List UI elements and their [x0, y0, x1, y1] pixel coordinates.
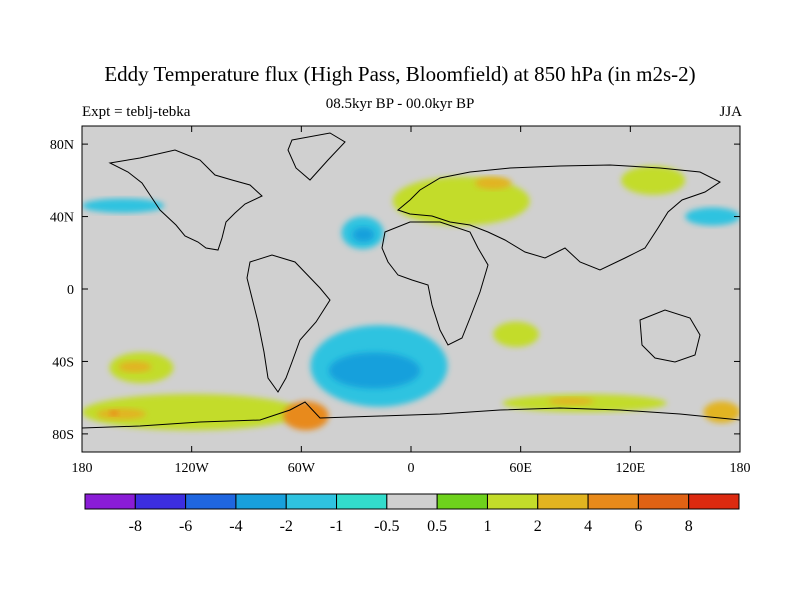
anomaly-region-14	[82, 198, 165, 213]
greenland-outline	[287, 132, 346, 181]
colorbar-box	[688, 493, 740, 510]
colorbar-label: -1	[330, 518, 343, 535]
y-tick-label: 40N	[50, 211, 74, 226]
experiment-label: Expt = teblj-tebka	[82, 104, 191, 120]
colorbar-box	[386, 493, 438, 510]
anomaly-region-11	[474, 176, 512, 190]
x-tick-label: 180	[730, 461, 751, 476]
anomaly-region-2	[82, 394, 302, 431]
south-america-outline	[246, 254, 331, 393]
colorbar-label: -0.5	[374, 518, 399, 535]
antarctica-outline	[82, 401, 740, 429]
x-tick-label: 0	[408, 461, 415, 476]
x-tick-label: 120W	[175, 461, 210, 476]
north-america-outline	[108, 149, 263, 251]
y-tick-label: 80S	[52, 428, 74, 443]
colorbar-box	[235, 493, 287, 510]
y-tick-label: 0	[67, 283, 74, 298]
colorbar-label: 8	[685, 518, 693, 535]
colorbar-box	[84, 493, 136, 510]
anomaly-region-7	[328, 352, 421, 389]
colorbar-label: -6	[179, 518, 192, 535]
anomaly-region-4	[109, 410, 119, 416]
eurasia-outline	[396, 164, 721, 271]
anomaly-region-13	[685, 207, 740, 226]
period-label: 08.5kyr BP - 00.0kyr BP	[325, 96, 475, 112]
anomaly-region-12	[621, 165, 686, 195]
chart-title: Eddy Temperature flux (High Pass, Bloomf…	[104, 62, 696, 86]
anomaly-region-16	[548, 397, 594, 405]
season-label: JJA	[719, 104, 742, 120]
y-tick-label: 40S	[52, 355, 74, 370]
australia-outline	[639, 309, 701, 363]
colorbar-box	[537, 493, 589, 510]
colorbar-label: -8	[129, 518, 142, 535]
colorbar-box	[285, 493, 338, 510]
colorbar-box	[436, 493, 488, 510]
anomaly-region-5	[283, 401, 329, 431]
colorbar-label: 2	[534, 518, 542, 535]
anomaly-region-3	[96, 408, 146, 420]
colorbar-box	[336, 493, 388, 510]
colorbar-box	[134, 493, 187, 510]
colorbar-box	[587, 493, 639, 510]
colorbar-label: 6	[634, 518, 642, 535]
colorbar-label: -4	[229, 518, 242, 535]
anomaly-region-9	[352, 227, 375, 242]
x-tick-label: 180	[72, 461, 93, 476]
anomaly-region-18	[493, 321, 539, 347]
colorbar-label: 4	[584, 518, 592, 535]
colorbar-label: 0.5	[427, 518, 447, 535]
colorbar-box	[637, 493, 690, 510]
x-tick-label: 120E	[616, 461, 646, 476]
colorbar-box	[185, 493, 237, 510]
x-tick-label: 60E	[509, 461, 532, 476]
x-tick-label: 60W	[288, 461, 316, 476]
africa-outline	[381, 221, 489, 346]
colorbar-label: 1	[483, 518, 491, 535]
anomaly-region-1	[118, 361, 152, 373]
colorbar-box	[486, 493, 539, 510]
colorbar-label: -2	[280, 518, 293, 535]
y-tick-label: 80N	[50, 138, 74, 153]
coastlines	[82, 132, 740, 429]
